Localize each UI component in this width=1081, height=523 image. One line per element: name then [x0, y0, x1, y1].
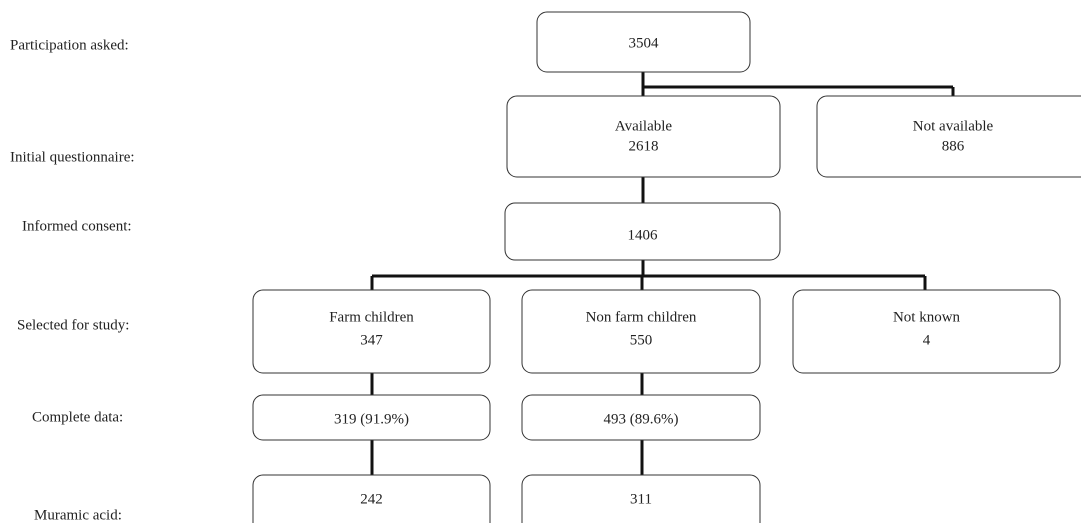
- node-text: Not known: [893, 309, 961, 325]
- node-text: 550: [630, 332, 653, 348]
- node-text: 242: [360, 491, 383, 507]
- node-text: 2618: [629, 138, 659, 154]
- connector: [641, 72, 955, 96]
- node-text: Available: [615, 118, 673, 134]
- node-box: [506, 95, 781, 178]
- node-text: 4: [923, 332, 931, 348]
- stage-label: Initial questionnaire:: [10, 149, 135, 165]
- stage-label: Complete data:: [32, 409, 123, 425]
- node-box: [521, 474, 761, 523]
- node-text: Non farm children: [586, 309, 697, 325]
- node-box: [816, 95, 1081, 178]
- connector: [370, 440, 644, 475]
- node-box: [792, 289, 1061, 374]
- node-text: 886: [942, 138, 965, 154]
- node-box: [521, 394, 761, 441]
- node-text: 3504: [629, 35, 660, 51]
- node-box: [252, 474, 491, 523]
- node-box: [521, 289, 761, 374]
- node-text: Farm children: [329, 309, 414, 325]
- node-text: 1406: [628, 227, 659, 243]
- node-text: 347: [360, 332, 383, 348]
- node-text: 319 (91.9%): [334, 411, 409, 427]
- node-box: [252, 394, 491, 441]
- node-text: Not available: [913, 118, 994, 134]
- connector: [370, 373, 644, 395]
- node-box: [536, 11, 751, 73]
- connectors: [370, 72, 955, 475]
- stage-label: Selected for study:: [17, 317, 129, 333]
- connector: [370, 260, 927, 290]
- node-text: 311: [630, 491, 652, 507]
- node-box: [252, 289, 491, 374]
- stage-label: Informed consent:: [22, 218, 132, 234]
- stage-label: Participation asked:: [10, 37, 129, 53]
- stage-label: Muramic acid:: [34, 507, 122, 523]
- node-box: [504, 202, 781, 261]
- node-text: 493 (89.6%): [604, 411, 679, 427]
